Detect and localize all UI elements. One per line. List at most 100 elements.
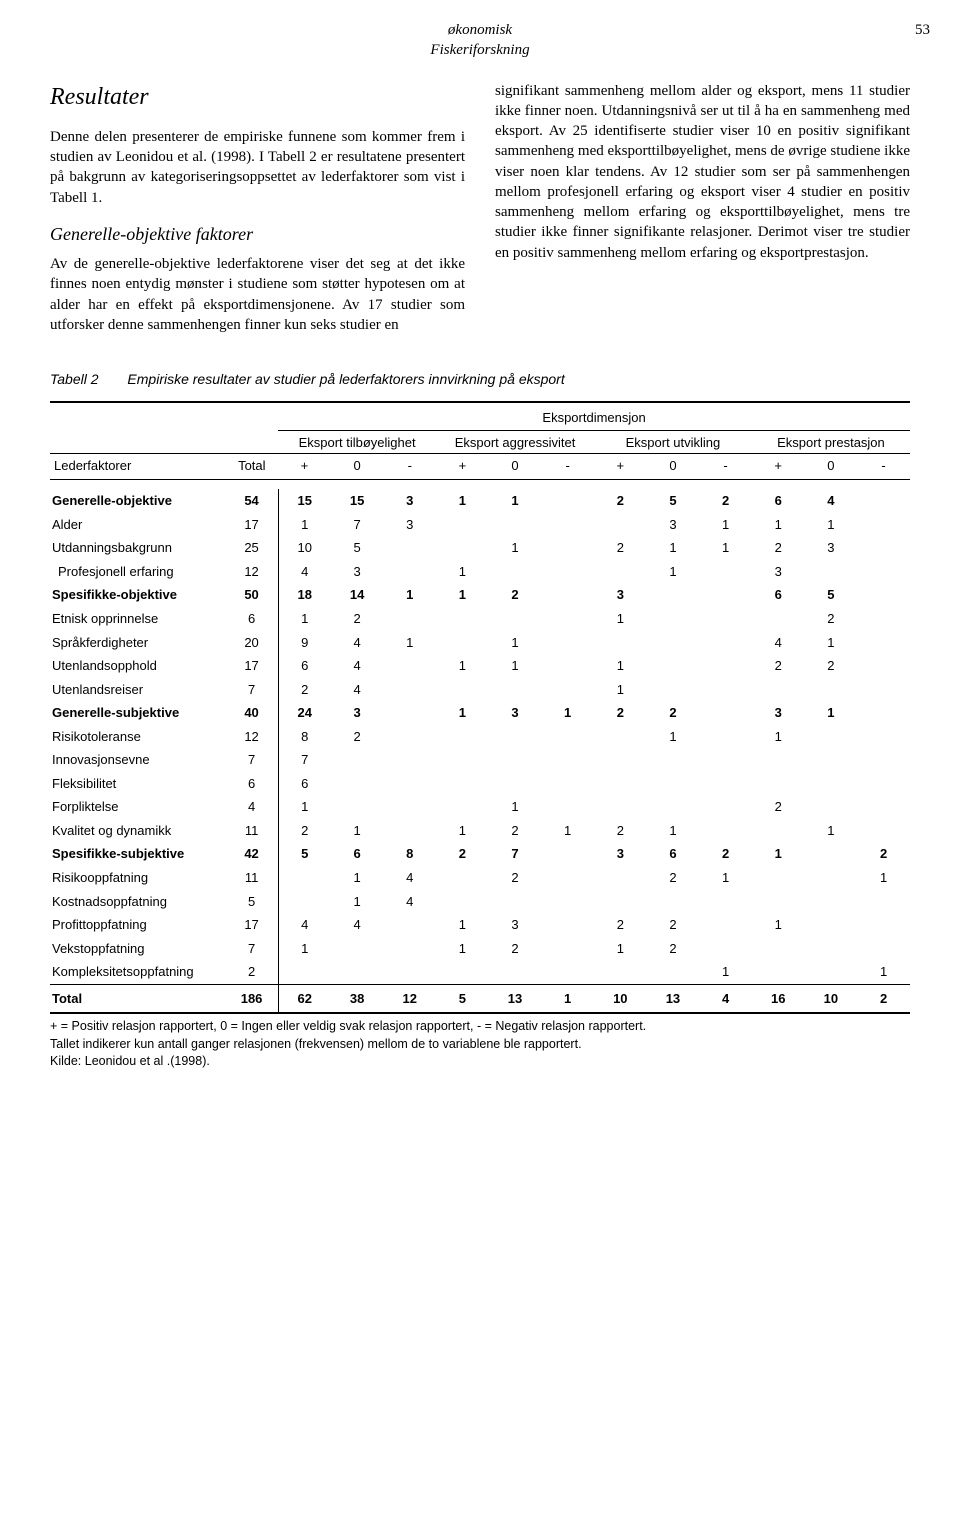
row-label: Generelle-subjektive: [50, 701, 226, 725]
cell: [489, 513, 542, 537]
cell: [436, 748, 489, 772]
cell: 1: [647, 725, 700, 749]
row-label: Fleksibilitet: [50, 772, 226, 796]
cell: 1: [331, 890, 384, 914]
cell: 2: [331, 607, 384, 631]
cell: 3: [383, 489, 436, 513]
row-total: 11: [226, 819, 279, 843]
sign: -: [383, 454, 436, 480]
cell: 4: [752, 631, 805, 655]
dim-3: Eksport utvikling: [594, 430, 752, 454]
cell: 5: [805, 583, 858, 607]
cell: [541, 795, 594, 819]
cell: [278, 890, 331, 914]
cell: 1: [278, 937, 331, 961]
cell: [278, 960, 331, 984]
cell: 15: [331, 489, 384, 513]
cell: [331, 772, 384, 796]
cell: 1: [752, 513, 805, 537]
cell: [647, 607, 700, 631]
cell: 2: [647, 937, 700, 961]
footnote-2: Tallet indikerer kun antall ganger relas…: [50, 1036, 910, 1054]
cell: [594, 960, 647, 984]
cell: [541, 631, 594, 655]
cell: 2: [647, 866, 700, 890]
table-row: Utdanningsbakgrunn25105121123: [50, 536, 910, 560]
cell: 6: [331, 842, 384, 866]
cell: [436, 795, 489, 819]
row-total: 2: [226, 960, 279, 984]
cell: [805, 937, 858, 961]
right-paragraph: signifikant sammenheng mellom alder og e…: [495, 81, 910, 263]
table-head: Eksportdimensjon Eksport tilbøyelighet E…: [50, 403, 910, 479]
running-header: økonomisk Fiskeriforskning 53: [50, 20, 910, 61]
row-label: Alder: [50, 513, 226, 537]
cell: 1: [436, 489, 489, 513]
cell: [541, 607, 594, 631]
cell: [383, 607, 436, 631]
table-row: Kostnadsoppfatning514: [50, 890, 910, 914]
cell: [541, 513, 594, 537]
cell: 1: [752, 725, 805, 749]
cell: [383, 725, 436, 749]
row-total: 5: [226, 890, 279, 914]
cell: 1: [805, 631, 858, 655]
cell: 1: [436, 701, 489, 725]
cell: [857, 560, 910, 584]
table-row: Generelle-objektive54151531125264: [50, 489, 910, 513]
row-label: Generelle-objektive: [50, 489, 226, 513]
cell: [857, 890, 910, 914]
cell: [699, 631, 752, 655]
cell: [331, 795, 384, 819]
cell: 4: [331, 654, 384, 678]
row-total: 42: [226, 842, 279, 866]
sign: 0: [489, 454, 542, 480]
row-total: 17: [226, 913, 279, 937]
row-total: 17: [226, 654, 279, 678]
cell: [331, 960, 384, 984]
cell: [594, 513, 647, 537]
right-column: signifikant sammenheng mellom alder og e…: [495, 81, 910, 346]
cell: 1: [857, 960, 910, 984]
table-row: Kompleksitetsoppfatning211: [50, 960, 910, 984]
cell: [647, 678, 700, 702]
cell: 1: [699, 536, 752, 560]
row-label: Spesifikke-objektive: [50, 583, 226, 607]
cell: [752, 866, 805, 890]
cell: 1: [331, 819, 384, 843]
cell: [699, 678, 752, 702]
header-line2: Fiskeriforskning: [50, 40, 910, 60]
cell: [805, 866, 858, 890]
cell: [857, 795, 910, 819]
cell: 3: [594, 583, 647, 607]
row-total: 12: [226, 725, 279, 749]
cell: [699, 583, 752, 607]
cell: 24: [278, 701, 331, 725]
table-row: Forpliktelse4112: [50, 795, 910, 819]
cell: 1: [436, 654, 489, 678]
dim-1: Eksport tilbøyelighet: [278, 430, 436, 454]
cell: 1: [278, 607, 331, 631]
cell: [383, 913, 436, 937]
cell: [699, 607, 752, 631]
row-label: Kompleksitetsoppfatning: [50, 960, 226, 984]
row-total: 12: [226, 560, 279, 584]
cell: 5: [278, 842, 331, 866]
cell: [436, 866, 489, 890]
cell: [594, 631, 647, 655]
cell: 1: [594, 654, 647, 678]
cell: 3: [331, 701, 384, 725]
cell: 10: [594, 984, 647, 1012]
cell: [436, 536, 489, 560]
cell: [541, 772, 594, 796]
cell: [647, 960, 700, 984]
row-label: Kvalitet og dynamikk: [50, 819, 226, 843]
cell: 14: [331, 583, 384, 607]
cell: 2: [594, 913, 647, 937]
cell: [541, 937, 594, 961]
cell: 1: [383, 631, 436, 655]
cell: 10: [278, 536, 331, 560]
row-label: Forpliktelse: [50, 795, 226, 819]
row-total: 54: [226, 489, 279, 513]
cell: 62: [278, 984, 331, 1012]
